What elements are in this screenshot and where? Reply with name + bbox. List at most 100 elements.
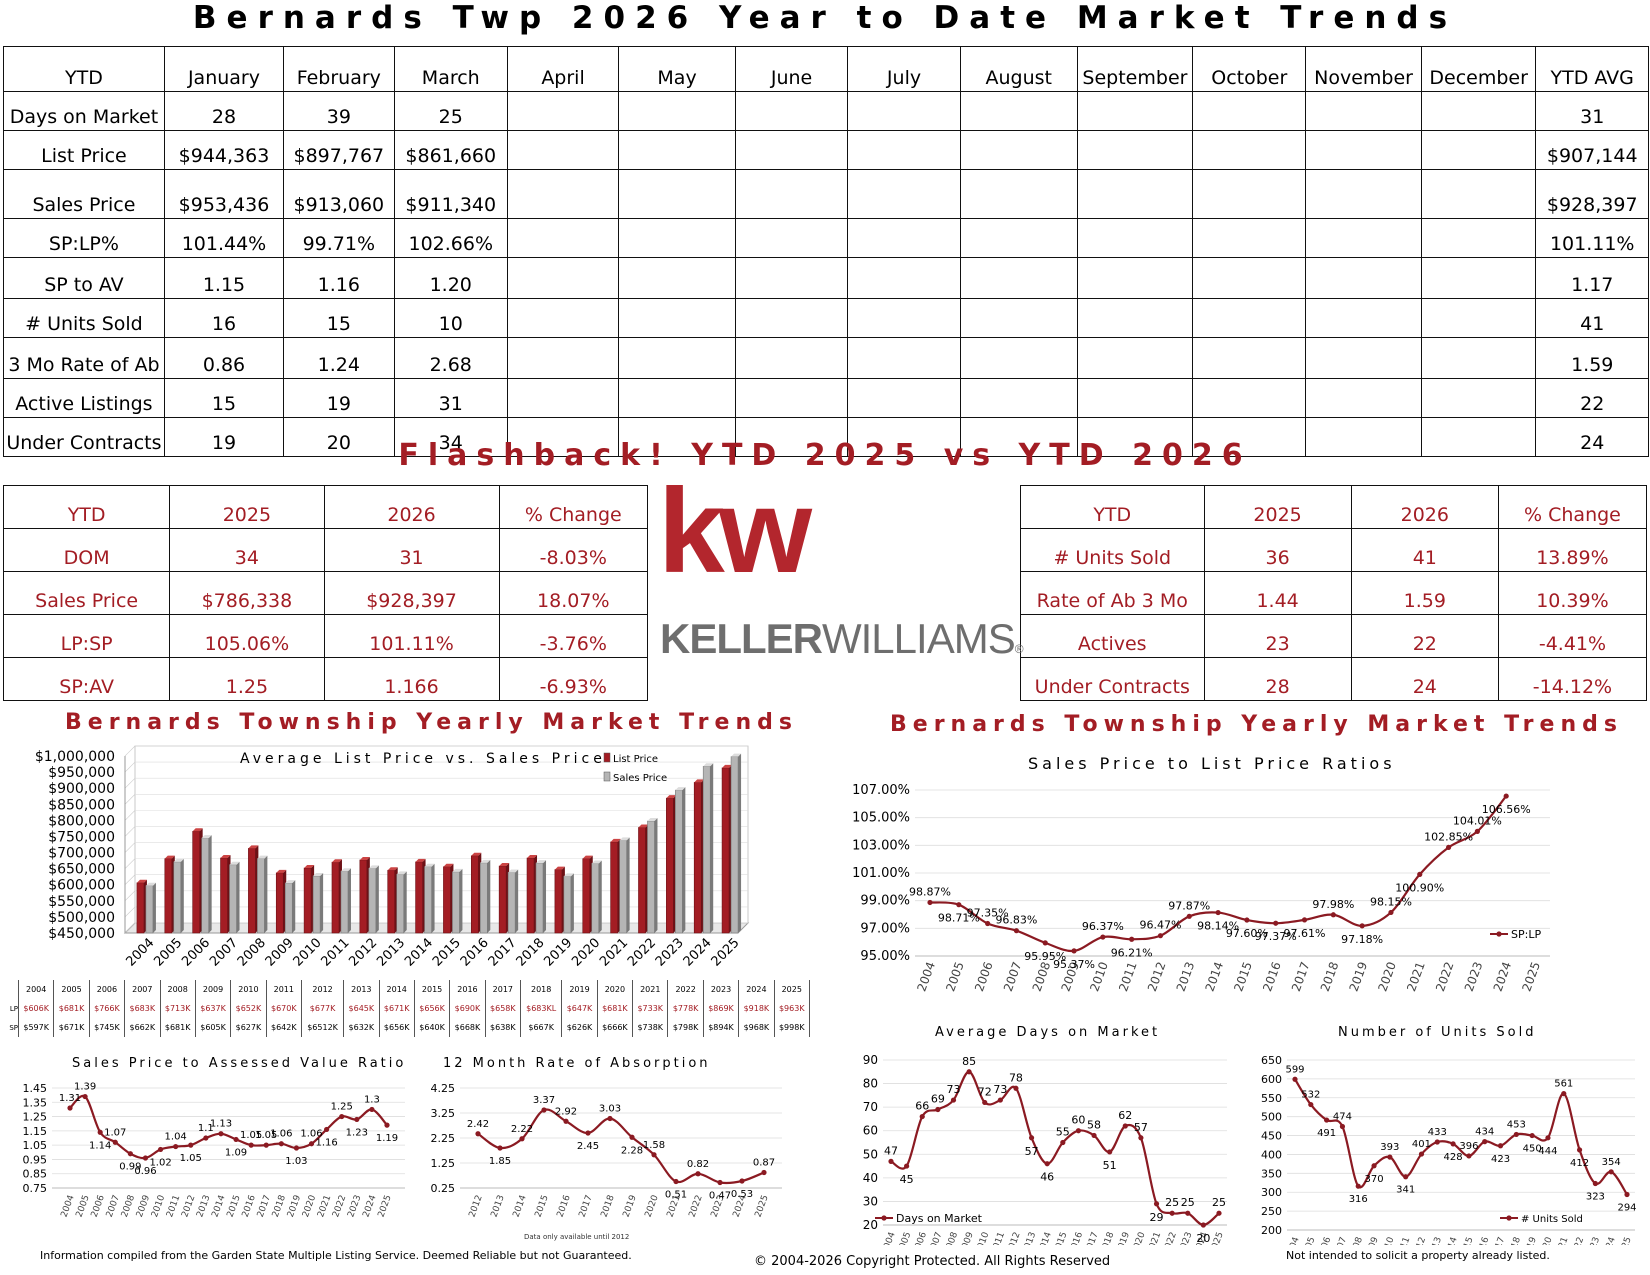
data-label: 25	[1212, 1196, 1226, 1209]
data-label: 46	[1040, 1171, 1054, 1184]
bar-sales-price	[396, 874, 405, 934]
bar-top	[340, 868, 351, 872]
ytd-cell: 25	[393, 91, 508, 131]
ytd-cell	[847, 298, 961, 338]
bar-sales-price	[479, 862, 488, 934]
x-tick-label: 2022	[1433, 960, 1457, 993]
bar-top	[387, 867, 398, 871]
data-label: 423	[1491, 1154, 1510, 1165]
y-tick-label: 105.00%	[852, 811, 910, 826]
bar-top	[164, 855, 175, 859]
data-label: 1.31	[59, 1093, 81, 1104]
bar-top	[647, 818, 658, 822]
mini-table-cell: 2006	[89, 980, 126, 999]
bar-top	[248, 845, 259, 849]
data-label: 1.58	[643, 1140, 665, 1151]
data-label: 73	[993, 1083, 1007, 1096]
bar-top	[173, 858, 184, 862]
data-label: 1.23	[346, 1127, 368, 1138]
ytd-cell	[506, 378, 620, 418]
bar-top	[285, 880, 296, 884]
bar-y-tick-label: $700,000	[48, 846, 115, 862]
ytd-cell	[618, 337, 736, 379]
x-tick-label: 2017	[1490, 1236, 1507, 1245]
bar-x-tick-label: 2024	[681, 936, 715, 970]
ytd-cell: 0.86	[163, 337, 285, 379]
data-point	[1091, 1132, 1097, 1139]
bar-top	[703, 763, 714, 767]
ytd-cell	[618, 130, 736, 170]
ytd-header-cell: September	[1076, 46, 1194, 92]
bar-top	[619, 837, 630, 841]
flashback-row: DOM 34 31 -8.03%	[2, 528, 649, 572]
data-label: 62	[1118, 1109, 1132, 1122]
splp-line-chart: 95.00% 97.00% 99.00% 101.00% 103.00% 105.00% 1…	[852, 783, 1550, 993]
x-tick-label: 2017	[578, 1194, 595, 1219]
bar-sales-price	[284, 882, 293, 934]
bar-side	[375, 865, 379, 933]
x-tick-label: 2009	[1364, 1236, 1381, 1245]
ytd-row: Sales Price $953,436 $913,060 $911,340 $928,…	[3, 169, 1649, 219]
mini-table-cell: 2024	[738, 980, 775, 999]
data-point	[1200, 1222, 1206, 1228]
x-tick-label: 2015	[1458, 1236, 1475, 1245]
legend-marker	[881, 1215, 887, 1221]
data-point	[935, 1106, 941, 1113]
data-point	[1060, 1139, 1066, 1146]
x-tick-label: 2023	[1462, 960, 1486, 993]
ytd-cell	[1076, 257, 1194, 299]
data-point	[563, 1118, 569, 1124]
ytd-row-label: Days on Market	[3, 91, 165, 131]
data-label: 29	[1150, 1211, 1164, 1224]
data-point	[1474, 828, 1480, 834]
data-label: 20	[1196, 1232, 1210, 1245]
data-label: 1.14	[89, 1140, 111, 1151]
y-tick-label: 1.35	[23, 1096, 48, 1109]
bar-top	[276, 869, 287, 873]
list-vs-sales-bar-chart: $450,000$500,000$550,000$600,000$650,000…	[35, 745, 750, 970]
x-tick-label: 2013	[490, 1194, 507, 1219]
x-tick-label: 2004	[1285, 1236, 1302, 1245]
ytd-cell	[734, 378, 849, 418]
bar-side	[654, 818, 658, 933]
data-label: 294	[1617, 1202, 1636, 1213]
ytd-cell	[959, 378, 1078, 418]
ytd-cell	[847, 218, 961, 258]
bar-list-price	[275, 872, 284, 934]
data-label: 428	[1444, 1152, 1463, 1163]
data-label: 1.19	[376, 1133, 398, 1144]
bar-list-price	[443, 866, 451, 934]
ytd-cell: $928,397	[1535, 169, 1649, 219]
mini-table-cell: 2020	[597, 980, 634, 999]
mini-table-cell: $869K	[703, 999, 740, 1018]
data-point	[1417, 871, 1423, 877]
bar-top	[424, 863, 435, 867]
ytd-cell: 20	[283, 417, 395, 457]
data-point	[188, 1142, 194, 1148]
flashback-cell: 36	[1203, 528, 1352, 572]
bar-list-price	[220, 857, 228, 934]
data-point	[1339, 1123, 1346, 1130]
bar-y-tick-label: $550,000	[48, 894, 115, 910]
data-label: 1.06	[300, 1129, 322, 1140]
x-tick-label: 2016	[1260, 960, 1284, 993]
legend-swatch	[603, 752, 611, 763]
bar-top	[582, 855, 593, 859]
ytd-cell	[1076, 91, 1194, 131]
y-tick-label: 1.05	[23, 1139, 48, 1152]
ytd-cell: $861,660	[393, 130, 508, 170]
data-point	[278, 1141, 284, 1147]
ytd-cell: 99.71%	[283, 218, 395, 258]
mini-table-row-label	[0, 980, 19, 999]
data-label: 102.85%	[1424, 830, 1473, 843]
flashback-row-label: Actives	[1020, 614, 1205, 658]
x-tick-label: 2022	[1569, 1236, 1586, 1245]
flashback-row: Sales Price $786,338 $928,397 18.07%	[2, 571, 649, 615]
mini-table-cell: $606K	[18, 999, 55, 1018]
data-label: 69	[931, 1093, 945, 1106]
y-tick-label: 3.25	[431, 1107, 456, 1120]
ytd-cell	[1305, 417, 1422, 457]
y-tick-label: 0.95	[23, 1153, 48, 1166]
y-tick-label: 400	[1261, 1148, 1282, 1161]
data-label: 100.90%	[1395, 881, 1444, 894]
